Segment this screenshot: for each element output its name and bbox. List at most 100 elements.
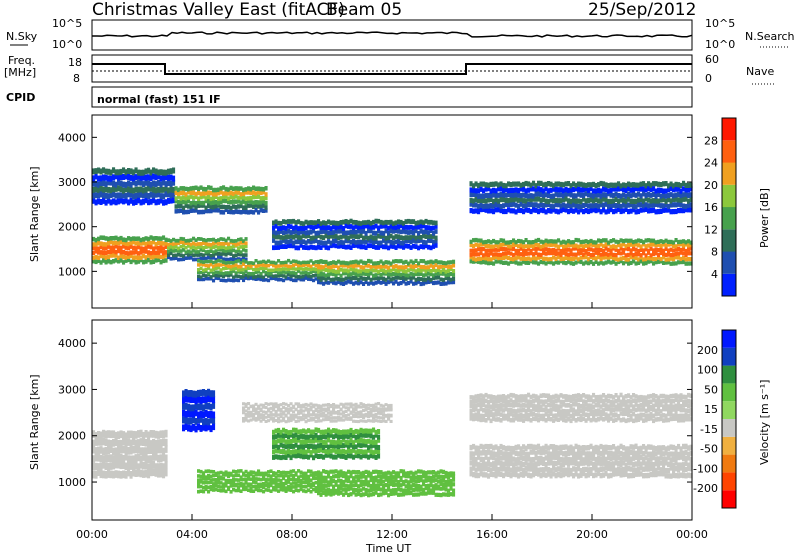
heatmap-cell-0-2 (534, 256, 538, 261)
heatmap-cell-1-1 (652, 454, 656, 461)
heatmap-cell-0-5 (354, 229, 358, 235)
heatmap-cell-0-2 (607, 255, 611, 260)
heatmap-cell-1-1 (672, 472, 676, 479)
heatmap-cell-1-1 (507, 445, 511, 451)
heatmap-cell-1-1 (652, 445, 656, 451)
heatmap-cell-0-2 (597, 261, 601, 266)
heatmap-cell-0-3 (304, 270, 308, 275)
heatmap-cell-0-2 (504, 255, 508, 260)
heatmap-cell-0-0 (129, 259, 133, 265)
heatmap-cell-0-3 (264, 278, 268, 282)
heatmap-cell-1-2 (244, 485, 248, 489)
heatmap-cell-0-8 (587, 208, 591, 215)
heatmap-cell-1-1 (564, 450, 568, 457)
heatmap-cell-1-1 (594, 462, 598, 468)
noise-tick-high-right: 10^5 (705, 17, 735, 30)
heatmap-cell-0-4 (339, 273, 343, 278)
heatmap-cell-0-5 (427, 230, 431, 235)
heatmap-cell-1-4 (294, 442, 298, 448)
heatmap-cell-0-6 (154, 168, 158, 175)
heatmap-cell-0-5 (327, 219, 331, 225)
heatmap-cell-1-6 (284, 402, 288, 406)
heatmap-cell-0-8 (564, 196, 568, 202)
heatmap-cell-0-6 (122, 181, 126, 188)
heatmap-cell-0-5 (359, 221, 363, 226)
heatmap-cell-1-1 (614, 446, 618, 452)
heatmap-cell-0-4 (449, 277, 453, 282)
heatmap-cell-1-2 (292, 481, 296, 485)
heatmap-cell-0-2 (502, 255, 506, 260)
heatmap-cell-1-1 (499, 443, 503, 450)
heatmap-cell-1-6 (277, 416, 281, 420)
heatmap-cell-1-6 (252, 409, 256, 413)
heatmap-cell-0-1 (179, 240, 183, 244)
heatmap-cell-1-6 (364, 412, 368, 416)
heatmap-cell-0-3 (214, 270, 218, 274)
heatmap-cell-0-2 (599, 260, 603, 265)
heatmap-cell-1-4 (279, 455, 283, 461)
heatmap-cell-0-7 (192, 203, 196, 208)
heatmap-cell-0-8 (677, 186, 681, 192)
heatmap-cell-0-3 (284, 267, 288, 271)
heatmap-cell-0-6 (119, 180, 123, 187)
heatmap-cell-1-2 (309, 482, 313, 486)
heatmap-cell-0-3 (204, 259, 208, 264)
heatmap-cell-0-2 (664, 238, 668, 243)
heatmap-cell-1-1 (634, 443, 638, 449)
heatmap-cell-0-2 (664, 252, 668, 257)
heatmap-cell-1-1 (549, 460, 553, 466)
heatmap-cell-1-1 (507, 451, 511, 457)
colorbar-frame-0 (721, 117, 737, 297)
heatmap-cell-0-6 (144, 192, 148, 198)
heatmap-cell-1-3 (447, 492, 451, 497)
heatmap-cell-1-3 (427, 475, 431, 480)
heatmap-cell-0-2 (492, 238, 496, 244)
heatmap-cell-0-7 (242, 205, 246, 210)
heatmap-cell-1-2 (214, 487, 218, 492)
heatmap-cell-0-7 (222, 198, 226, 204)
heatmap-cell-0-8 (514, 196, 518, 202)
heatmap-cell-1-1 (587, 445, 591, 451)
heatmap-cell-1-6 (274, 402, 278, 406)
heatmap-cell-1-4 (282, 443, 286, 449)
heatmap-cell-0-1 (207, 255, 211, 260)
heatmap-cell-1-0 (154, 430, 158, 439)
heatmap-cell-0-8 (529, 208, 533, 215)
heatmap-cell-1-6 (379, 416, 383, 420)
heatmap-cell-0-4 (432, 265, 436, 270)
heatmap-cell-0-5 (369, 238, 373, 244)
heatmap-cell-0-4 (324, 277, 328, 282)
heatmap-cell-1-1 (652, 471, 656, 478)
heatmap-cell-1-1 (667, 454, 671, 461)
heatmap-cell-0-4 (417, 279, 421, 284)
heatmap-cell-1-2 (234, 488, 238, 493)
heatmap-cell-0-0 (149, 250, 153, 256)
heatmap-cell-0-5 (379, 243, 383, 249)
heatmap-cell-0-2 (477, 247, 481, 252)
heatmap-cell-1-2 (282, 470, 286, 475)
heatmap-cell-0-0 (119, 240, 123, 245)
heatmap-cell-1-4 (377, 453, 381, 459)
heatmap-cell-0-1 (202, 238, 206, 242)
heatmap-cell-0-2 (494, 259, 498, 264)
heatmap-cell-0-3 (252, 275, 256, 279)
heatmap-cell-0-2 (622, 239, 626, 244)
heatmap-cell-1-3 (434, 473, 438, 478)
heatmap-cell-0-5 (402, 229, 406, 234)
heatmap-cell-0-4 (422, 259, 426, 264)
heatmap-cell-1-5 (197, 403, 201, 411)
heatmap-cell-1-3 (412, 487, 416, 492)
heatmap-cell-1-3 (377, 479, 381, 484)
heatmap-cell-0-3 (299, 261, 303, 265)
heatmap-cell-1-0 (92, 470, 96, 479)
heatmap-cell-1-3 (317, 479, 321, 484)
heatmap-cell-0-2 (614, 252, 618, 258)
heatmap-cell-0-2 (559, 252, 563, 258)
heatmap-cell-0-0 (144, 245, 148, 250)
heatmap-cell-1-4 (309, 443, 313, 449)
heatmap-cell-0-3 (269, 262, 273, 266)
heatmap-cell-0-0 (154, 242, 158, 247)
heatmap-cell-1-1 (509, 460, 513, 467)
heatmap-cell-0-6 (132, 169, 136, 176)
heatmap-cell-0-2 (542, 260, 546, 265)
